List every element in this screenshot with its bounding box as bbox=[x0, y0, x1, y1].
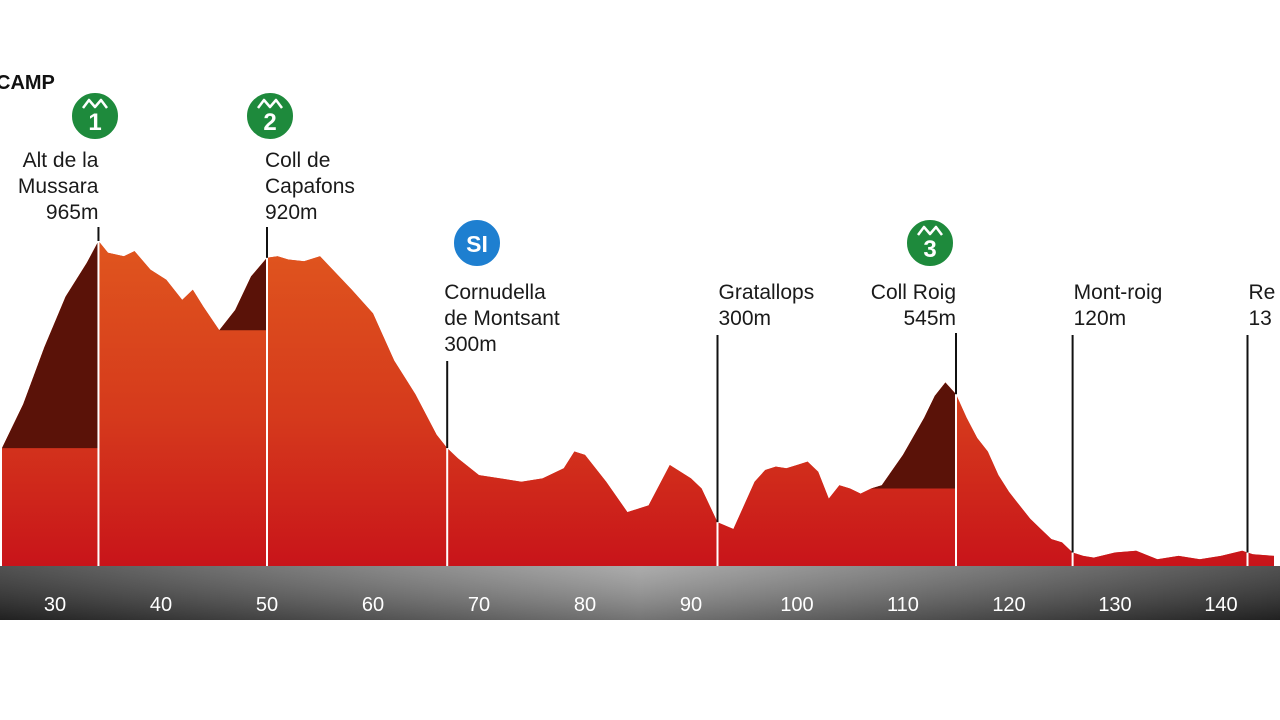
climb-shade-2 bbox=[219, 257, 267, 331]
climb-badge-number: 2 bbox=[263, 109, 276, 136]
start-label: CAMP bbox=[0, 72, 55, 94]
sprint-altitude: 300m bbox=[444, 333, 497, 356]
climb-layer bbox=[2, 241, 956, 489]
x-tick-label: 30 bbox=[44, 594, 66, 616]
point-marker-0: Gratallops 300m bbox=[716, 281, 815, 566]
x-tick-label: 140 bbox=[1204, 594, 1237, 616]
point-marker-1: Mont-roig 120m bbox=[1071, 281, 1163, 566]
x-tick-label: 120 bbox=[992, 594, 1025, 616]
point-0-altitude: 300m bbox=[719, 307, 772, 330]
climb-badge-number: 3 bbox=[923, 236, 936, 263]
climb-badge-number: 1 bbox=[88, 109, 101, 136]
point-2-name-line: Re bbox=[1249, 281, 1276, 304]
climb-2-altitude: 920m bbox=[265, 201, 318, 224]
sprint-name-line: Cornudella bbox=[444, 281, 546, 304]
sprint-marker: Cornudella de Montsant 300m SI bbox=[444, 218, 560, 566]
x-tick-label: 80 bbox=[574, 594, 596, 616]
climb-1-name-line: Mussara bbox=[18, 175, 99, 198]
x-axis-band-shade bbox=[0, 566, 1280, 620]
point-2-altitude: 13 bbox=[1249, 307, 1272, 330]
marker-layer: Alt de la Mussara 965m 1 Coll de Capafons 920m… bbox=[18, 91, 1276, 566]
climb-2-name-line: Capafons bbox=[265, 175, 355, 198]
x-tick-label: 130 bbox=[1098, 594, 1131, 616]
x-tick-label: 90 bbox=[680, 594, 702, 616]
point-1-name-line: Mont-roig bbox=[1074, 281, 1163, 304]
x-tick-label: 60 bbox=[362, 594, 384, 616]
climb-badge-1-icon: 1 bbox=[70, 91, 120, 141]
climb-3-altitude: 545m bbox=[903, 307, 956, 330]
point-0-name-line: Gratallops bbox=[719, 281, 815, 304]
climb-badge-3-icon: 3 bbox=[905, 218, 955, 268]
x-tick-label: 50 bbox=[256, 594, 278, 616]
climb-shade-1 bbox=[2, 241, 99, 449]
point-1-altitude: 120m bbox=[1074, 307, 1127, 330]
climb-shade-3 bbox=[871, 382, 956, 489]
climb-marker-1: Alt de la Mussara 965m 1 bbox=[18, 91, 120, 566]
x-tick-label: 100 bbox=[780, 594, 813, 616]
x-tick-label: 40 bbox=[150, 594, 172, 616]
sprint-badge-text: SI bbox=[466, 231, 488, 257]
x-axis-band: 30 40 50 60 70 80 90 100 110 120 130 140 bbox=[0, 566, 1280, 620]
x-tick-label: 110 bbox=[887, 594, 919, 616]
x-tick-label: 70 bbox=[468, 594, 490, 616]
sprint-badge-icon: SI bbox=[452, 218, 502, 268]
x-axis-ticks: 30 40 50 60 70 80 90 100 110 120 130 140 bbox=[44, 594, 1238, 616]
sprint-name-line: de Montsant bbox=[444, 307, 560, 330]
climb-3-name-line: Coll Roig bbox=[871, 281, 956, 304]
climb-marker-3: Coll Roig 545m 3 bbox=[871, 218, 957, 566]
climb-badge-2-icon: 2 bbox=[245, 91, 295, 141]
climb-2-name-line: Coll de bbox=[265, 149, 330, 172]
climb-1-name-line: Alt de la bbox=[23, 149, 99, 172]
point-marker-2: Re 13 bbox=[1246, 281, 1276, 566]
climb-1-altitude: 965m bbox=[46, 201, 99, 224]
climb-marker-2: Coll de Capafons 920m 2 bbox=[245, 91, 355, 566]
